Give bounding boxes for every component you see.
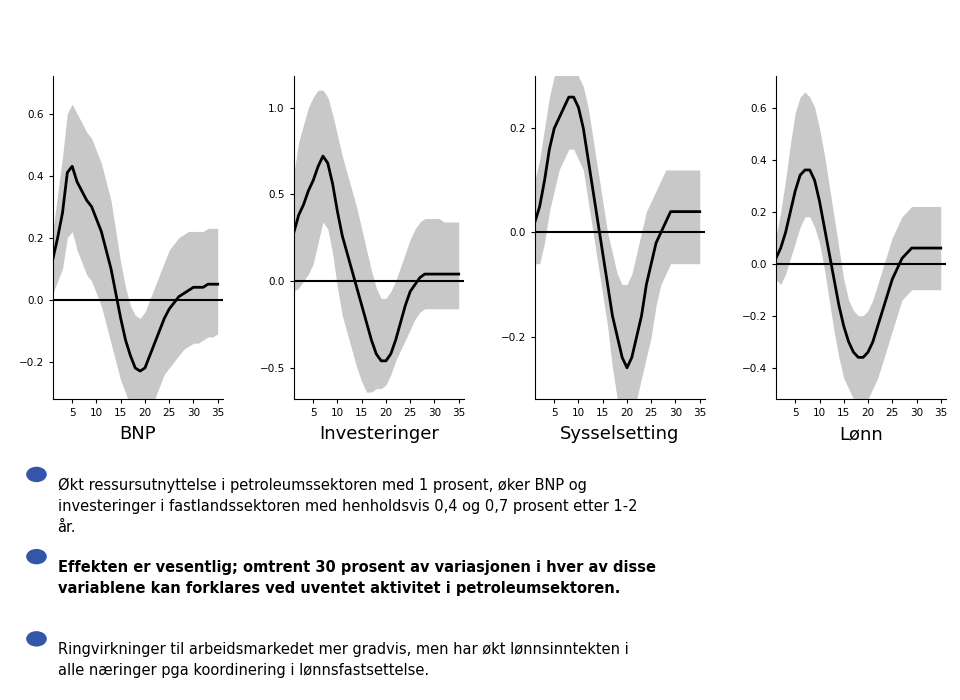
Text: Ringvirkninger til arbeidsmarkedet mer gradvis, men har økt lønnsinntekten i
all: Ringvirkninger til arbeidsmarkedet mer g… — [58, 643, 629, 678]
X-axis label: BNP: BNP — [119, 425, 156, 443]
Text: Ringvirkninger av olje: Ringvirkninger av olje — [419, 680, 541, 690]
Text: 15 / 26: 15 / 26 — [895, 680, 933, 690]
X-axis label: Lønn: Lønn — [839, 425, 882, 443]
Text: Effekten er vesentlig; omtrent 30 prosent av variasjonen i hver av disse
variabl: Effekten er vesentlig; omtrent 30 prosen… — [58, 560, 656, 596]
Text: Økt ressursutnyttelse i petroleumssektoren med 1 prosent, øker BNP og
investerin: Økt ressursutnyttelse i petroleumssektor… — [58, 478, 637, 536]
Text: 17. desember 2013: 17. desember 2013 — [758, 680, 867, 690]
Text: Impulsrespons på fastlandet av oljeaktivitetssjokk: Impulsrespons på fastlandet av oljeaktiv… — [17, 20, 610, 48]
Text: Bjørnland og Thorsrud  (CAMP): Bjørnland og Thorsrud (CAMP) — [17, 680, 189, 690]
X-axis label: Sysselsetting: Sysselsetting — [560, 425, 680, 443]
X-axis label: Investeringer: Investeringer — [319, 425, 439, 443]
